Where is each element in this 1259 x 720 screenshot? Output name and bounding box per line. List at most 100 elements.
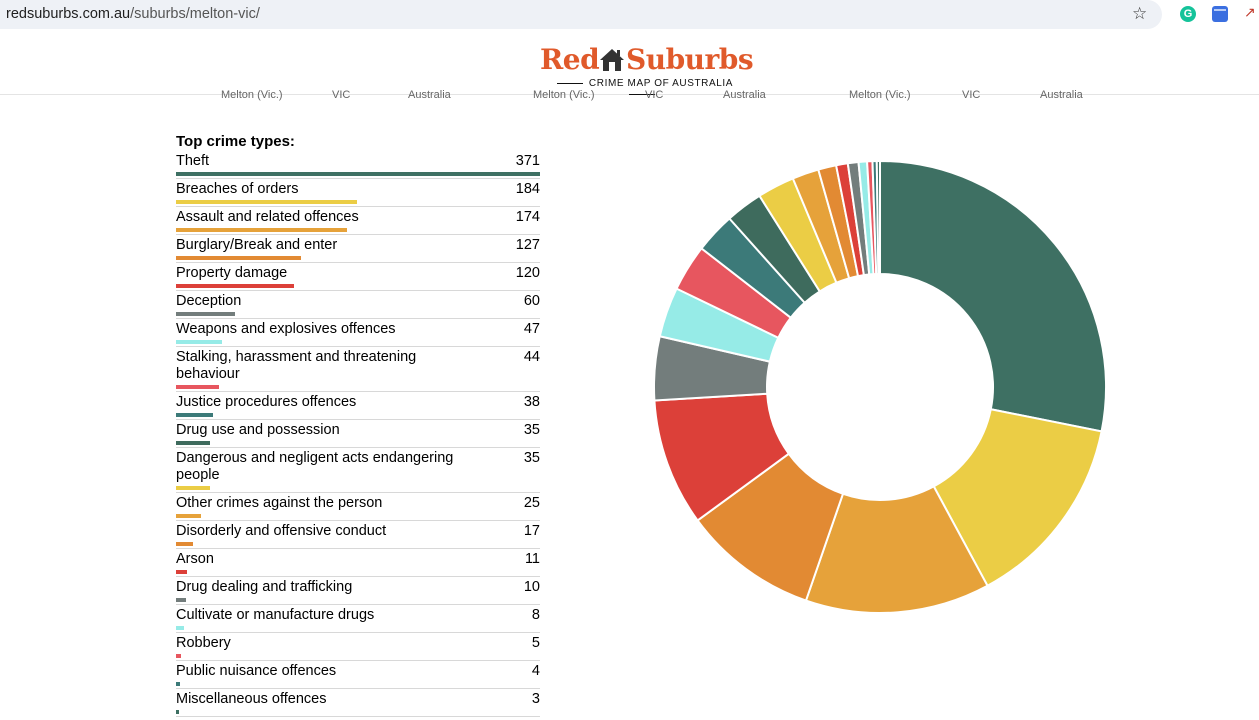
redsuburbs-logo[interactable]: Red Suburbs CRIME MAP OF AUSTRALIA bbox=[540, 43, 754, 89]
crime-row-bar bbox=[176, 200, 357, 204]
crime-row-label: Property damage bbox=[176, 265, 288, 281]
crime-row-label: Dangerous and negligent acts endangering… bbox=[176, 450, 454, 483]
crime-row-label: Burglary/Break and enter bbox=[176, 237, 338, 253]
crime-row-bar bbox=[176, 710, 179, 714]
list-title: Top crime types: bbox=[176, 133, 295, 150]
crime-row-bar bbox=[176, 340, 223, 344]
crime-row-count: 35 bbox=[523, 422, 540, 438]
crime-row-label: Deception bbox=[176, 293, 242, 309]
cut-label: Melton (Vic.) bbox=[533, 89, 595, 101]
crime-row-label: Drug dealing and trafficking bbox=[176, 579, 353, 595]
crime-row-label: Disorderly and offensive conduct bbox=[176, 523, 387, 539]
crime-row-count: 25 bbox=[523, 495, 540, 511]
crime-row: Theft 371 bbox=[176, 151, 540, 179]
crime-row-bar bbox=[176, 542, 193, 546]
crime-row-count: 38 bbox=[523, 394, 540, 410]
crime-row-bar bbox=[176, 256, 301, 260]
cut-label: Australia bbox=[723, 89, 766, 101]
crime-row-label: Cultivate or manufacture drugs bbox=[176, 607, 375, 623]
crime-row-label: Arson bbox=[176, 551, 214, 567]
crime-row-count: 60 bbox=[523, 293, 540, 309]
url-text[interactable]: redsuburbs.com.au/suburbs/melton-vic/ bbox=[6, 6, 260, 22]
crime-row-count: 17 bbox=[523, 523, 540, 539]
grammarly-icon[interactable]: G bbox=[1180, 6, 1196, 22]
crime-row: Deception 60 bbox=[176, 291, 540, 319]
cut-label: VIC bbox=[962, 89, 981, 101]
crime-row-label: Public nuisance offences bbox=[176, 663, 337, 679]
crime-row-count: 184 bbox=[515, 181, 540, 197]
crime-row-label: Other crimes against the person bbox=[176, 495, 383, 511]
cut-label: VIC bbox=[332, 89, 351, 101]
previous-chart-labels: Melton (Vic.) VIC Australia Melton (Vic.… bbox=[0, 89, 1259, 101]
crime-row: Weapons and explosives offences 47 bbox=[176, 319, 540, 347]
crime-row-count: 47 bbox=[523, 321, 540, 337]
crime-row-label: Assault and related offences bbox=[176, 209, 359, 225]
blue-extension-icon[interactable] bbox=[1212, 6, 1228, 22]
url-host: redsuburbs.com.au bbox=[6, 6, 131, 22]
crime-row: Public nuisance offences 4 bbox=[176, 661, 540, 689]
crime-row-label: Miscellaneous offences bbox=[176, 691, 327, 707]
crime-row: Arson 11 bbox=[176, 549, 540, 577]
crime-types-list: Top crime types: Theft 371 Breaches of ord… bbox=[176, 132, 540, 717]
crime-row: Robbery 5 bbox=[176, 633, 540, 661]
crime-row-bar bbox=[176, 413, 214, 417]
crime-row-bar bbox=[176, 385, 220, 389]
donut-slice[interactable] bbox=[879, 159, 1107, 433]
crime-row: Cultivate or manufacture drugs 8 bbox=[176, 605, 540, 633]
crime-donut-chart bbox=[653, 159, 1107, 614]
crime-row-bar bbox=[176, 441, 211, 445]
crime-row: Burglary/Break and enter 127 bbox=[176, 235, 540, 263]
donut-slice[interactable] bbox=[875, 159, 881, 276]
site-header: Red Suburbs CRIME MAP OF AUSTRALIA bbox=[0, 35, 1259, 95]
star-icon[interactable]: ☆ bbox=[1132, 4, 1148, 23]
crime-row: Justice procedures offences 38 bbox=[176, 392, 540, 420]
crime-row-bar bbox=[176, 570, 187, 574]
crime-row-label: Breaches of orders bbox=[176, 181, 299, 197]
crime-row: Assault and related offences 174 bbox=[176, 207, 540, 235]
crime-row-count: 3 bbox=[531, 691, 540, 707]
browser-toolbar: redsuburbs.com.au/suburbs/melton-vic/ ☆ … bbox=[0, 0, 1259, 30]
crime-row: Other crimes against the person 25 bbox=[176, 493, 540, 521]
logo-tagline-text: CRIME MAP OF AUSTRALIA bbox=[588, 78, 734, 89]
crime-row-label: Theft bbox=[176, 153, 210, 169]
crime-row-bar bbox=[176, 284, 294, 288]
cut-label: Melton (Vic.) bbox=[221, 89, 283, 101]
chart-extension-icon[interactable]: ↗ bbox=[1244, 4, 1256, 20]
crime-row-count: 120 bbox=[515, 265, 540, 281]
address-bar[interactable]: redsuburbs.com.au/suburbs/melton-vic/ ☆ bbox=[0, 0, 1162, 29]
crime-rows: Theft 371 Breaches of orders 184 Assault and… bbox=[176, 151, 540, 717]
crime-row-label: Drug use and possession bbox=[176, 422, 340, 438]
crime-row-label: Justice procedures offences bbox=[176, 394, 357, 410]
crime-row-count: 8 bbox=[531, 607, 540, 623]
logo-text-suburbs: Suburbs bbox=[626, 43, 754, 76]
crime-row-bar bbox=[176, 486, 211, 490]
logo-tagline: CRIME MAP OF AUSTRALIA bbox=[540, 78, 744, 100]
crime-row: Drug use and possession 35 bbox=[176, 420, 540, 448]
crime-row-count: 35 bbox=[523, 450, 540, 466]
crime-row-bar bbox=[176, 682, 180, 686]
cut-label: Melton (Vic.) bbox=[849, 89, 911, 101]
crime-row-label: Weapons and explosives offences bbox=[176, 321, 396, 337]
house-icon bbox=[600, 49, 624, 71]
logo-text-red: Red bbox=[540, 43, 600, 76]
crime-row: Disorderly and offensive conduct 17 bbox=[176, 521, 540, 549]
cut-label: VIC bbox=[645, 89, 664, 101]
crime-row-count: 4 bbox=[531, 663, 540, 679]
cut-label: Australia bbox=[1040, 89, 1083, 101]
crime-row-bar bbox=[176, 626, 184, 630]
crime-row-count: 5 bbox=[531, 635, 540, 651]
crime-row: Stalking, harassment and threatening beh… bbox=[176, 347, 540, 392]
crime-row: Property damage 120 bbox=[176, 263, 540, 291]
crime-row-count: 174 bbox=[515, 209, 540, 225]
crime-row-count: 10 bbox=[523, 579, 540, 595]
url-path: /suburbs/melton-vic/ bbox=[130, 6, 260, 22]
crime-row-bar bbox=[176, 172, 540, 176]
crime-row-count: 11 bbox=[524, 551, 540, 567]
crime-row-count: 127 bbox=[515, 237, 540, 253]
crime-row-count: 371 bbox=[515, 153, 540, 169]
crime-row-bar bbox=[176, 654, 181, 658]
crime-row-bar bbox=[176, 598, 186, 602]
crime-row-bar bbox=[176, 514, 201, 518]
crime-row-label: Stalking, harassment and threatening beh… bbox=[176, 349, 417, 382]
crime-row-bar bbox=[176, 312, 235, 316]
